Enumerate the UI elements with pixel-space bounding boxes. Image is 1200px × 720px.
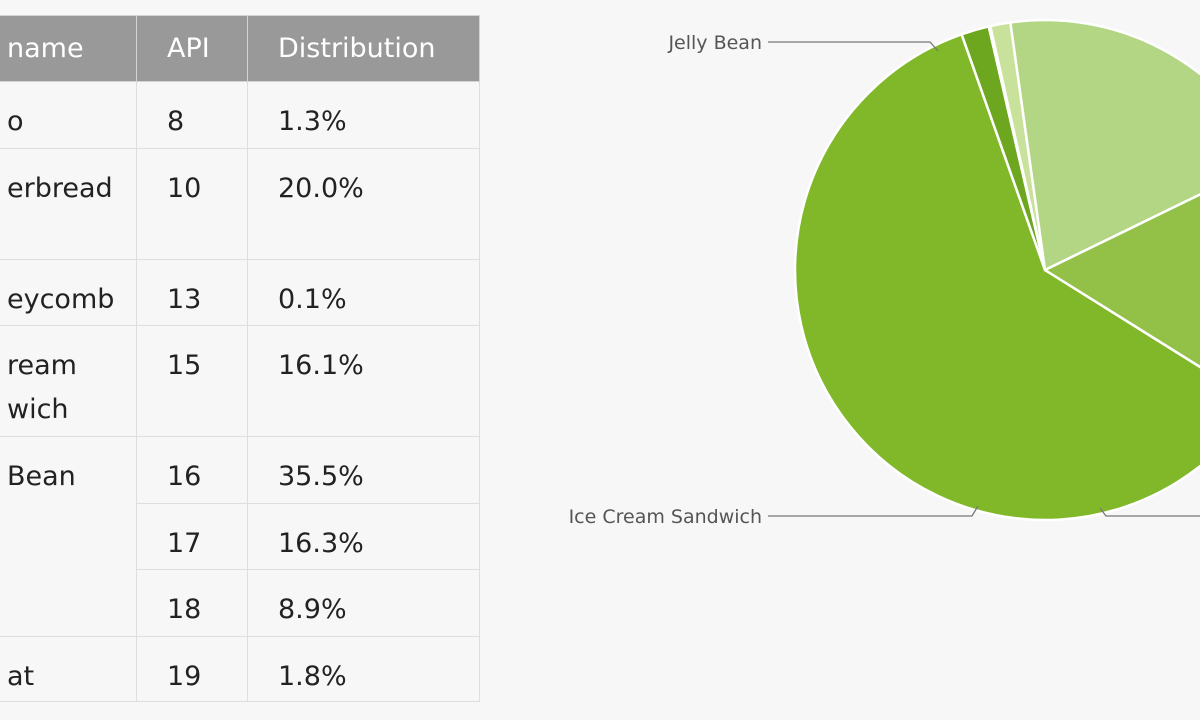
cell-distribution: 1.3% <box>247 81 480 149</box>
table-header-row: name API Distribution <box>0 15 480 82</box>
pie-slice-ice-cream-sandwich <box>1043 193 1200 369</box>
leader-jelly-bean <box>768 41 939 52</box>
cell-distribution: 16.3% <box>247 503 480 570</box>
table-row: erbread 10 20.0% <box>0 148 480 260</box>
pie-callouts: Jelly Bean Ice Cream Sandwich <box>569 32 1200 528</box>
cell-distribution: 1.8% <box>247 636 480 702</box>
cell-api: 17 <box>136 503 248 570</box>
table-row: 17 16.3% <box>0 503 480 570</box>
distribution-table: name API Distribution o 8 1.3% erbread 1… <box>0 15 480 702</box>
cell-distribution: 8.9% <box>247 569 480 637</box>
cell-api: 13 <box>136 259 248 326</box>
table-row: ream wich 15 16.1% <box>0 325 480 437</box>
cell-name: Bean <box>0 436 137 637</box>
cell-api: 16 <box>136 436 248 504</box>
cell-distribution: 35.5% <box>247 436 480 504</box>
leader-cropped <box>1099 507 1200 517</box>
cell-name: erbread <box>0 148 137 260</box>
cell-api: 19 <box>136 636 248 702</box>
cell-distribution: 20.0% <box>247 148 480 260</box>
header-name: name <box>0 15 137 82</box>
pie-slice-gingerbread <box>1009 18 1200 272</box>
pie-slices <box>793 18 1200 522</box>
cell-api: 15 <box>136 325 248 437</box>
pie-slice-jelly-bean <box>793 33 1200 522</box>
table-row: Bean 16 35.5% <box>0 436 480 637</box>
cell-api: 18 <box>136 569 248 637</box>
label-jelly-bean: Jelly Bean <box>667 32 762 54</box>
header-distribution: Distribution <box>247 15 480 82</box>
label-ice-cream-sandwich: Ice Cream Sandwich <box>569 506 762 528</box>
table-row: at 19 1.8% <box>0 636 480 702</box>
header-api: API <box>136 15 248 82</box>
leader-ice-cream-sandwich <box>768 505 979 517</box>
cell-distribution: 0.1% <box>247 259 480 326</box>
table-row: eycomb 13 0.1% <box>0 259 480 326</box>
cell-name: ream wich <box>0 325 137 437</box>
table-row: o 8 1.3% <box>0 81 480 149</box>
cell-name: eycomb <box>0 259 137 326</box>
table-row: 18 8.9% <box>0 569 480 637</box>
cell-name: o <box>0 81 137 149</box>
cell-distribution: 16.1% <box>247 325 480 437</box>
cell-api: 8 <box>136 81 248 149</box>
cell-name: at <box>0 636 137 702</box>
